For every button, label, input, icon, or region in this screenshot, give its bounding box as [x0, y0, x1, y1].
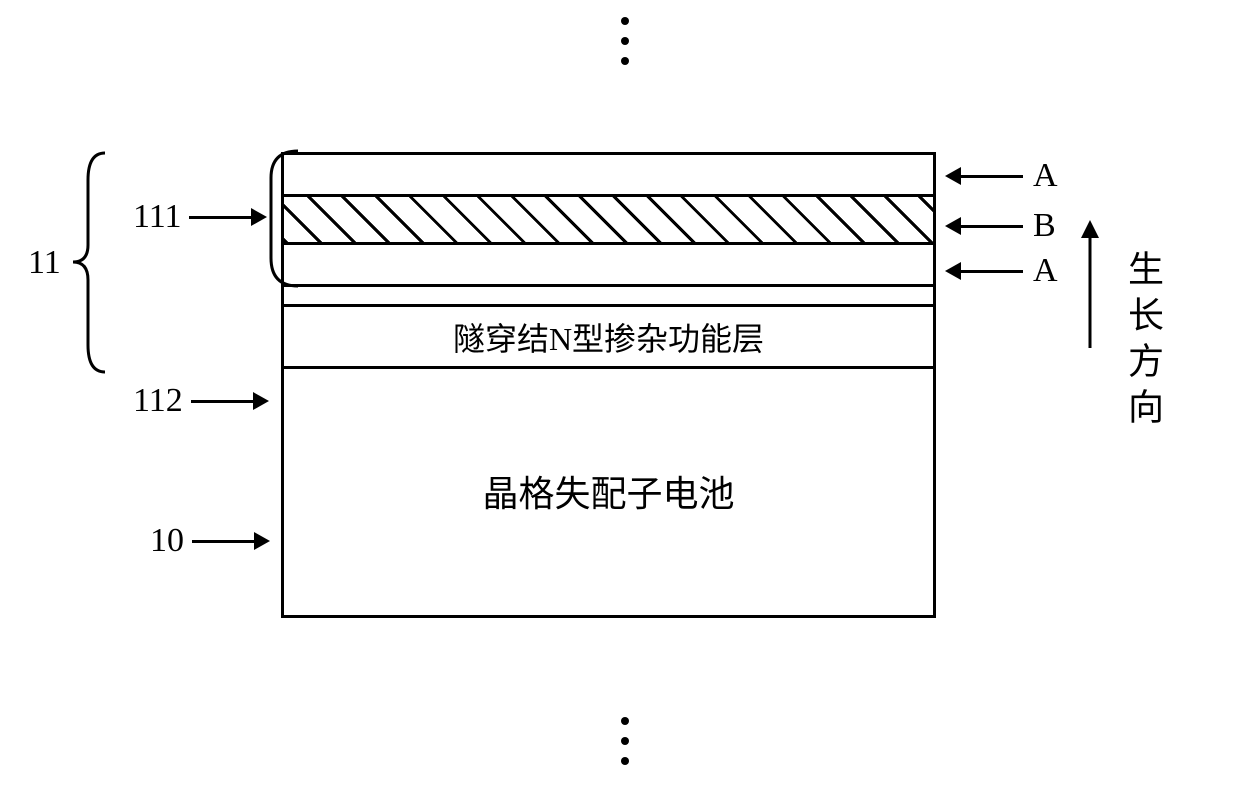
growth-arrow-icon — [1075, 220, 1105, 350]
label-A-bottom: A — [1033, 252, 1058, 290]
layer-B-hatched — [284, 197, 933, 245]
arrow-line — [189, 216, 251, 219]
dot — [621, 717, 629, 725]
layer-112-tunnel-junction: 隧穿结N型掺杂功能层 — [284, 307, 933, 369]
arrow-head — [945, 167, 961, 185]
growth-direction-label: 生长方向 — [1123, 250, 1163, 434]
label-A-bottom-arrow: A — [945, 252, 1058, 290]
dot — [621, 757, 629, 765]
ref-112-label: 112 — [133, 382, 183, 420]
arrow-line — [961, 270, 1023, 273]
layer-112-label: 隧穿结N型掺杂功能层 — [453, 314, 764, 360]
growth-direction-text: 生长方向 — [1117, 250, 1169, 434]
arrow-head — [254, 532, 270, 550]
layer-10-label: 晶格失配子电池 — [482, 465, 734, 517]
ref-11-label: 11 — [28, 244, 61, 282]
arrow-head — [945, 217, 961, 235]
dot — [621, 737, 629, 745]
growth-direction-indicator — [1075, 220, 1105, 360]
arrow-line — [961, 225, 1023, 228]
label-B: B — [1033, 207, 1056, 245]
ref-111-arrow: 111 — [133, 198, 267, 236]
arrow-line — [961, 175, 1023, 178]
dot — [621, 37, 629, 45]
ref-111-label: 111 — [133, 198, 181, 236]
brace-11 — [70, 150, 110, 375]
arrow-head — [945, 262, 961, 280]
layer-gap — [284, 287, 933, 307]
continuation-dots-bottom — [610, 705, 640, 777]
ref-112-arrow: 112 — [133, 382, 269, 420]
arrow-line — [191, 400, 253, 403]
continuation-dots-top — [610, 5, 640, 77]
diagram-container: 隧穿结N型掺杂功能层 晶格失配子电池 11 111 112 10 A — [0, 0, 1239, 788]
layer-A-top — [284, 155, 933, 197]
label-A-top-arrow: A — [945, 157, 1058, 195]
arrow-head — [253, 392, 269, 410]
layer-stack: 隧穿结N型掺杂功能层 晶格失配子电池 — [281, 152, 936, 618]
layer-10-subcell: 晶格失配子电池 — [284, 369, 933, 612]
label-A-top: A — [1033, 157, 1058, 195]
dot — [621, 17, 629, 25]
layer-A-bottom — [284, 245, 933, 287]
label-B-arrow: B — [945, 207, 1056, 245]
arrow-line — [192, 540, 254, 543]
brace-111 — [265, 148, 300, 289]
dot — [621, 57, 629, 65]
arrow-head — [251, 208, 267, 226]
ref-10-arrow: 10 — [150, 522, 270, 560]
ref-10-label: 10 — [150, 522, 184, 560]
